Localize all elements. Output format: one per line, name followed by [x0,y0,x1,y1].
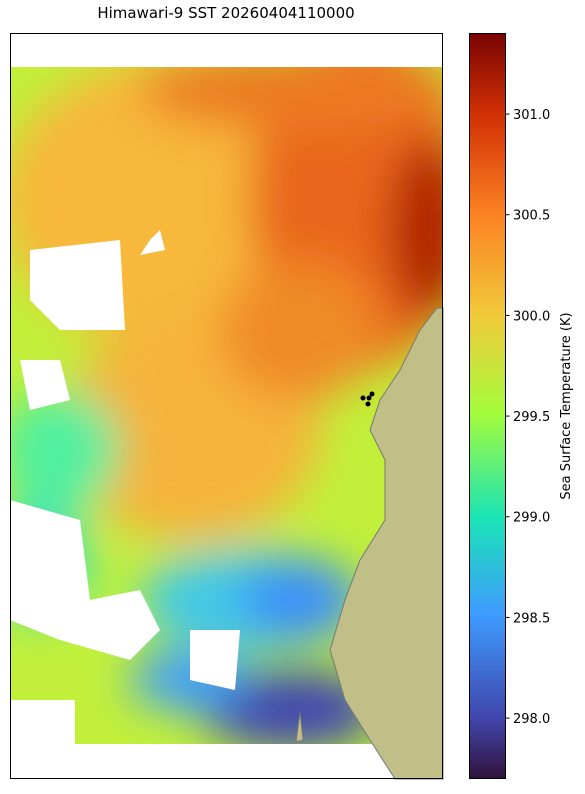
colorbar-tick-label: 298.5 [513,611,550,626]
sst-field [10,67,443,744]
map-title: Himawari-9 SST 20260404110000 [97,4,354,22]
colorbar-tick-label: 300.0 [513,309,550,324]
colorbar-tick-label: 299.0 [513,511,550,526]
island [295,711,304,743]
colorbar-tick-label: 300.5 [513,209,550,224]
colorbar [469,33,506,779]
colorbar-tick-label: 298.0 [513,712,550,727]
map-frame [10,33,443,779]
stations [360,391,375,407]
colorbar-tick-label: 299.5 [513,410,550,425]
colorbar-label: Sea Surface Temperature (K) [559,312,574,499]
colorbar-tick-label: 301.0 [513,108,550,123]
